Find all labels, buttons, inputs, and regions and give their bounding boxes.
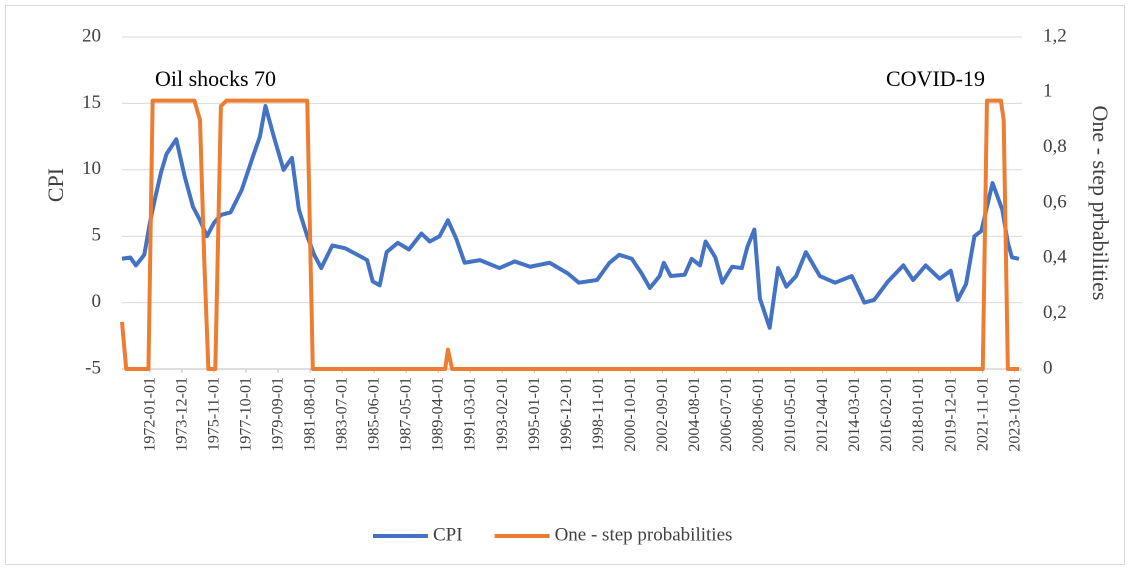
- x-tick-label: 2000-10-01: [622, 377, 639, 452]
- x-tick-label: 2016-02-01: [878, 377, 895, 452]
- annotation: Oil shocks 70: [155, 66, 276, 91]
- x-tick-label: 1975-11-01: [205, 377, 222, 451]
- x-tick-label: 1995-01-01: [526, 377, 543, 452]
- x-tick-label: 1973-12-01: [173, 377, 190, 452]
- x-tick-label: 1996-12-01: [558, 377, 575, 452]
- x-tick-label: 1987-05-01: [398, 377, 415, 452]
- y-tick-label: 5: [92, 225, 102, 246]
- x-tick-label: 1981-08-01: [302, 377, 319, 452]
- x-tick-label: 2023-10-01: [1006, 377, 1023, 452]
- x-tick-label: 1991-03-01: [462, 377, 479, 452]
- y-tick-label: 0: [92, 291, 102, 312]
- x-tick-label: 2002-09-01: [654, 377, 671, 452]
- series-line: [120, 98, 1019, 371]
- y2-tick-label: 0,6: [1043, 191, 1067, 212]
- y-axis-title: CPI: [43, 168, 68, 202]
- y2-tick-label: 1: [1043, 81, 1053, 102]
- x-tick-label: 2018-01-01: [910, 377, 927, 452]
- y2-axis-title: One - step prbabilities: [1088, 106, 1113, 301]
- legend-label: One - step probabilities: [555, 524, 733, 545]
- x-tick-label: 1983-07-01: [334, 377, 351, 452]
- x-tick-label: 1989-04-01: [430, 377, 447, 452]
- y-tick-label: -5: [85, 357, 101, 378]
- x-tick-label: 1979-09-01: [270, 377, 287, 452]
- x-tick-label: 2021-11-01: [974, 377, 991, 451]
- y2-tick-label: 1,2: [1043, 25, 1067, 46]
- x-tick-label: 1972-01-01: [141, 377, 158, 452]
- x-tick-label: 2014-03-01: [846, 377, 863, 452]
- y2-tick-label: 0,2: [1043, 302, 1067, 323]
- y2-tick-label: 0: [1043, 357, 1053, 378]
- x-tick-label: 2008-06-01: [750, 377, 767, 452]
- y-tick-label: 15: [82, 92, 101, 113]
- series-line: [121, 104, 1020, 330]
- y2-tick-label: 0,4: [1043, 247, 1067, 268]
- x-tick-label: 1977-10-01: [237, 377, 254, 452]
- annotation: COVID-19: [886, 66, 985, 91]
- y-tick-label: 10: [82, 158, 101, 179]
- x-tick-label: 1993-02-01: [494, 377, 511, 452]
- x-tick-label: 1985-06-01: [366, 377, 383, 452]
- x-tick-label: 2004-08-01: [686, 377, 703, 452]
- x-tick-label: 2006-07-01: [718, 377, 735, 452]
- x-tick-label: 2019-12-01: [942, 377, 959, 452]
- x-tick-label: 2010-05-01: [782, 377, 799, 452]
- legend-label: CPI: [433, 524, 463, 545]
- x-tick-label: 1998-11-01: [590, 377, 607, 451]
- y-tick-label: 20: [82, 25, 101, 46]
- y2-tick-label: 0,8: [1043, 136, 1067, 157]
- x-tick-label: 2012-04-01: [814, 377, 831, 452]
